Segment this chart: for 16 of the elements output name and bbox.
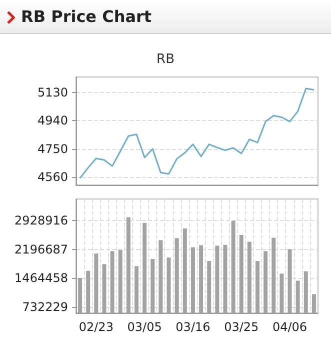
x-tick-label: 02/23 bbox=[78, 320, 114, 334]
y-tick-label: 4940 bbox=[37, 114, 68, 128]
y-tick-label: 2196687 bbox=[14, 242, 68, 256]
y-tick-label: 732229 bbox=[22, 300, 68, 314]
chart-title: RB Price Chart bbox=[21, 7, 152, 26]
y-tick-label: 5130 bbox=[37, 86, 68, 100]
line-series bbox=[79, 88, 315, 179]
chart-subtitle: RB bbox=[156, 52, 174, 67]
x-tick-label: 03/05 bbox=[127, 320, 162, 334]
y-tick-label: 4750 bbox=[37, 142, 68, 156]
y-tick-label: 2928916 bbox=[14, 214, 68, 228]
y-tick-label: 1464458 bbox=[14, 271, 68, 286]
y-tick-label: 4560 bbox=[37, 170, 68, 184]
x-tick-label: 03/16 bbox=[176, 320, 210, 334]
x-tick-label: 04/06 bbox=[272, 320, 308, 334]
x-tick-label: 03/25 bbox=[224, 320, 259, 334]
